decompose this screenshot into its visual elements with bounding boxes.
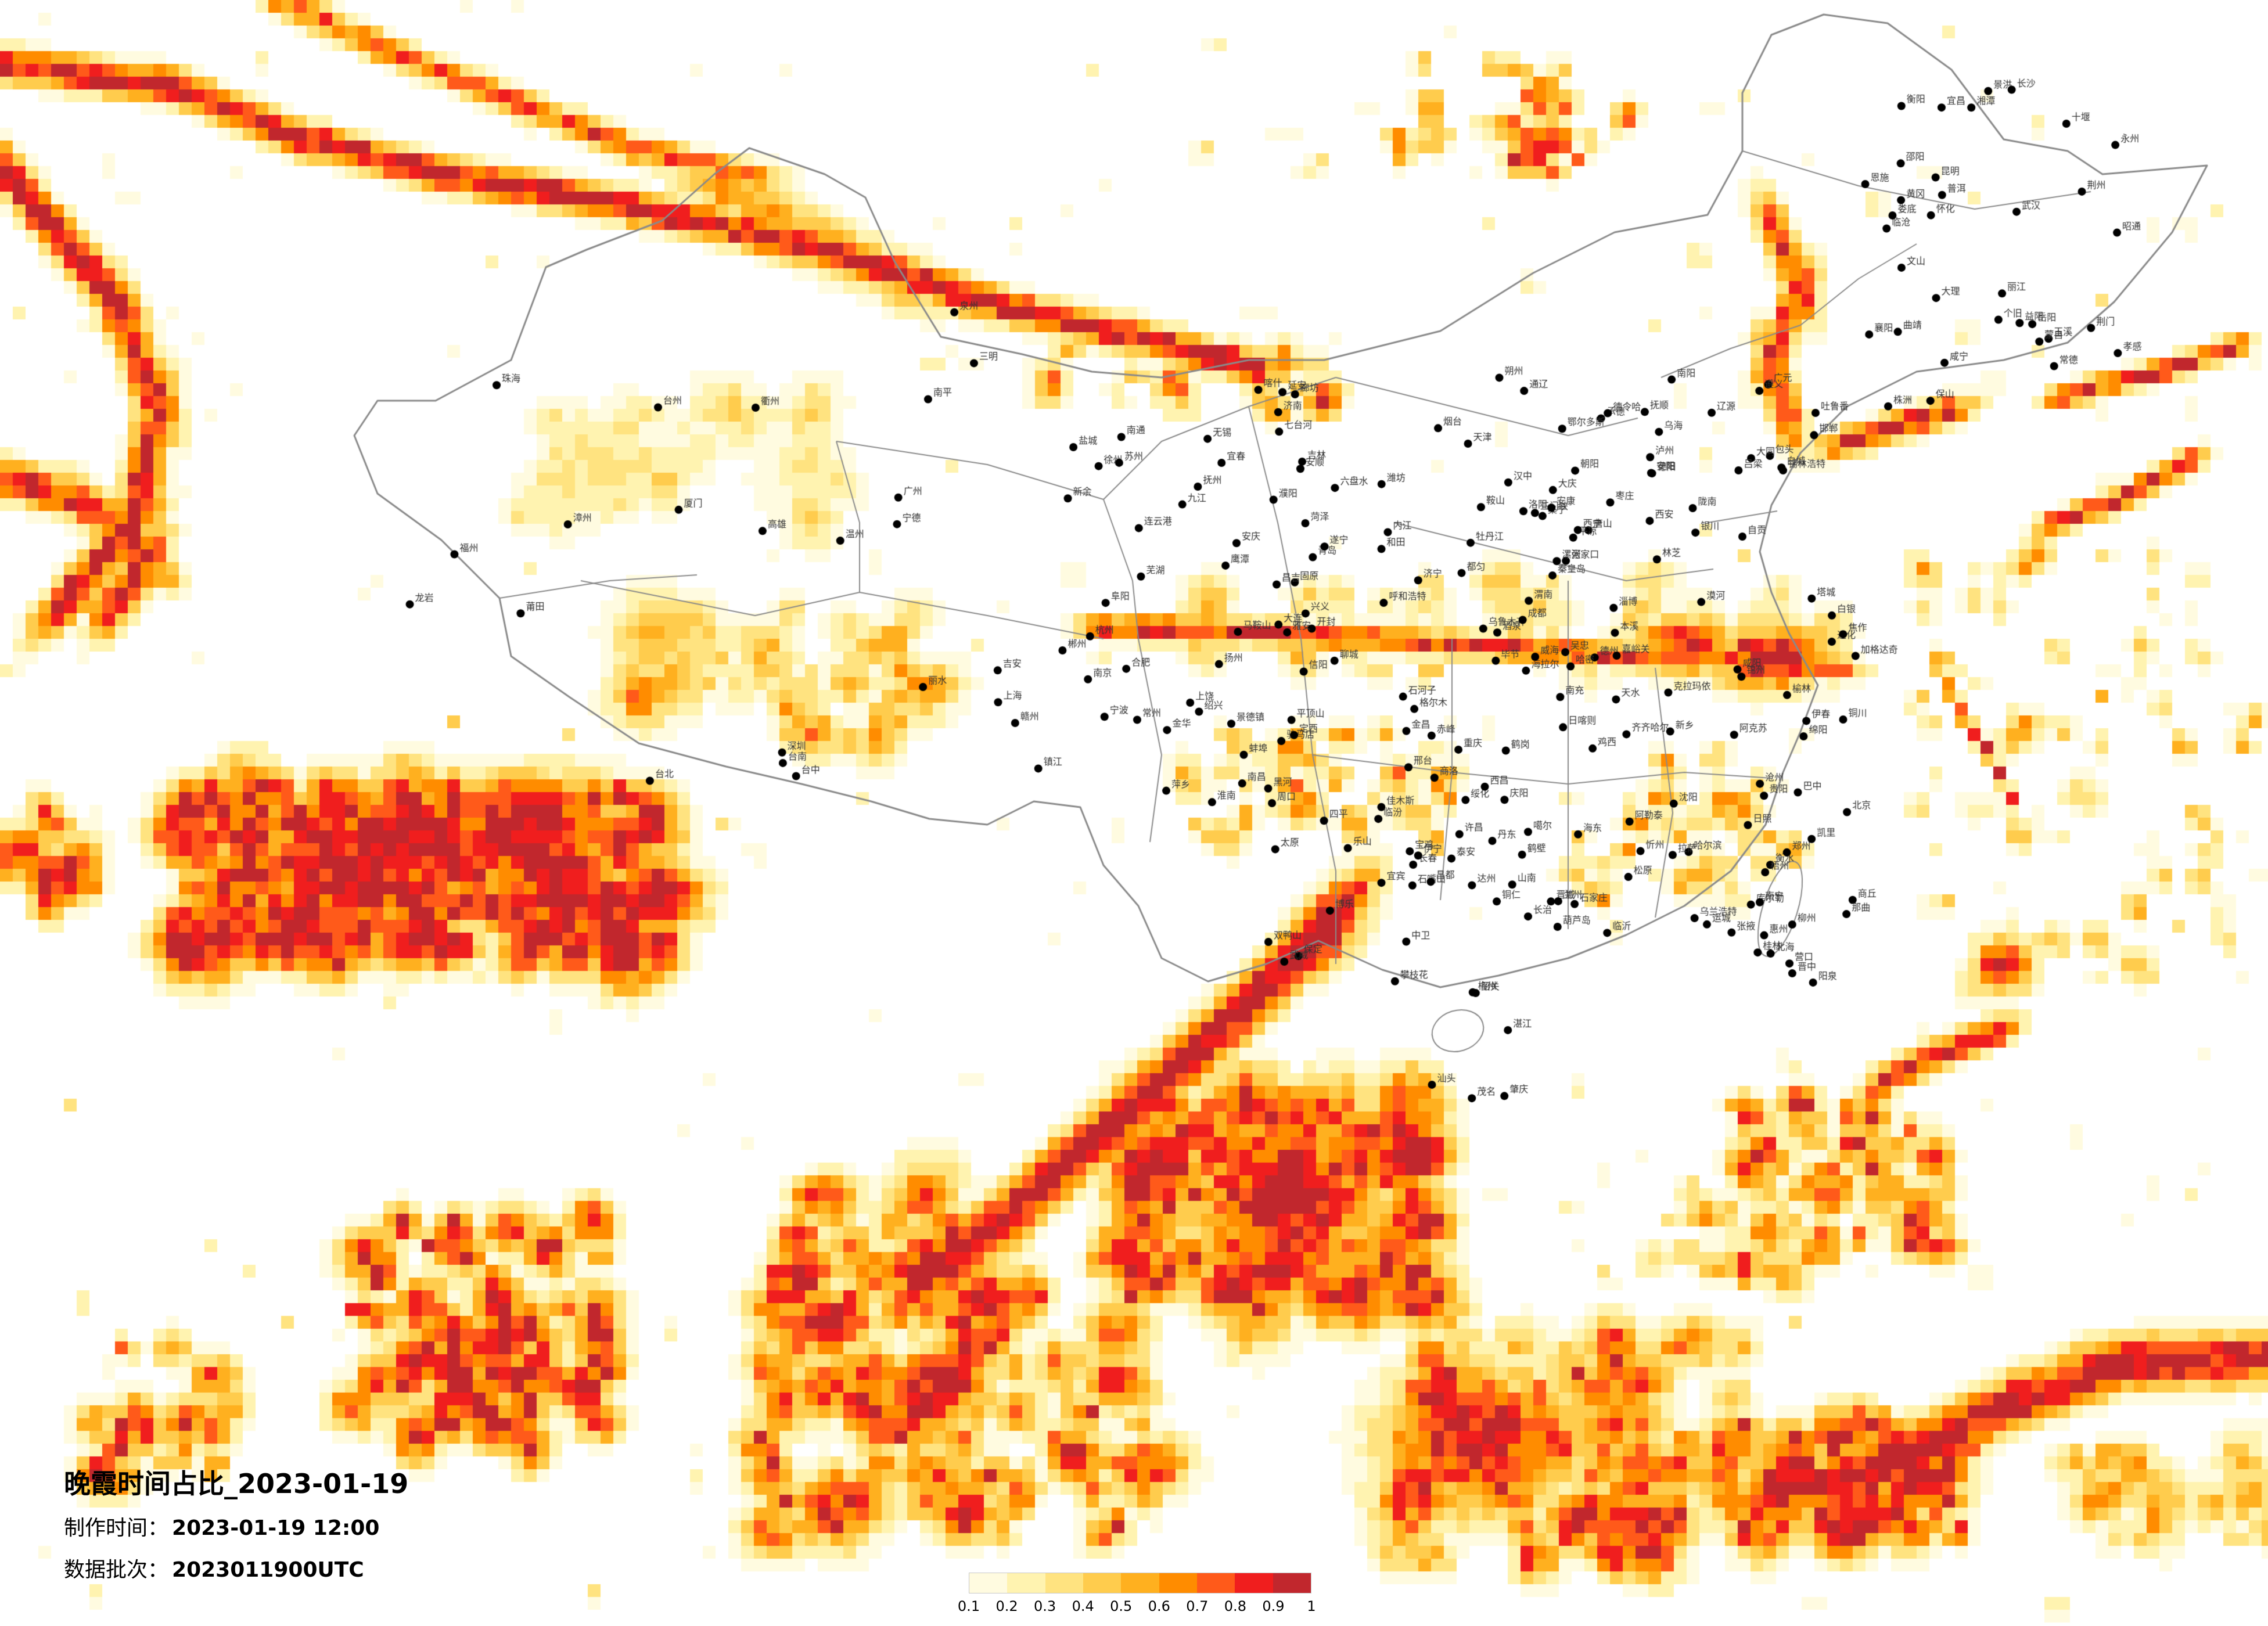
data-batch-label: 数据批次： — [64, 1558, 169, 1582]
legend-tick-label: 0.6 — [1148, 1598, 1170, 1614]
legend-swatch — [969, 1573, 1008, 1593]
legend-swatch — [1045, 1573, 1083, 1593]
color-legend: 0.1 0.2 0.3 0.4 0.5 0.6 0.7 0.8 0.9 1 — [958, 1573, 1316, 1621]
legend-swatch — [1007, 1573, 1045, 1593]
legend-tick-label: 0.2 — [995, 1598, 1018, 1614]
legend-swatch — [1121, 1573, 1159, 1593]
legend-tick-label: 0.5 — [1110, 1598, 1133, 1614]
data-batch-value: 2023011900UTC — [172, 1558, 364, 1582]
title-block: 晚霞时间占比_2023-01-19 制作时间： 2023-01-19 12:00 … — [64, 1466, 408, 1585]
legend-swatch — [1196, 1573, 1235, 1593]
legend-tick-label: 1 — [1307, 1598, 1316, 1614]
legend-swatch — [1273, 1573, 1311, 1593]
legend-swatch — [1159, 1573, 1197, 1593]
legend-swatch — [1083, 1573, 1122, 1593]
production-time-label: 制作时间： — [64, 1516, 169, 1540]
legend-tick-label: 0.9 — [1262, 1598, 1285, 1614]
legend-color-bar — [969, 1573, 1311, 1593]
data-batch: 数据批次： 2023011900UTC — [64, 1556, 408, 1585]
map-title: 晚霞时间占比_2023-01-19 — [64, 1468, 409, 1499]
legend-tick-label: 0.8 — [1224, 1598, 1246, 1614]
legend-tick-labels: 0.1 0.2 0.3 0.4 0.5 0.6 0.7 0.8 0.9 1 — [958, 1598, 1316, 1621]
legend-tick-label: 0.7 — [1186, 1598, 1209, 1614]
production-time: 制作时间： 2023-01-19 12:00 — [64, 1514, 408, 1543]
legend-tick-label: 0.4 — [1072, 1598, 1094, 1614]
legend-tick-label: 0.1 — [957, 1598, 980, 1614]
legend-swatch — [1235, 1573, 1273, 1593]
production-time-value: 2023-01-19 12:00 — [172, 1516, 380, 1540]
legend-tick-label: 0.3 — [1034, 1598, 1056, 1614]
